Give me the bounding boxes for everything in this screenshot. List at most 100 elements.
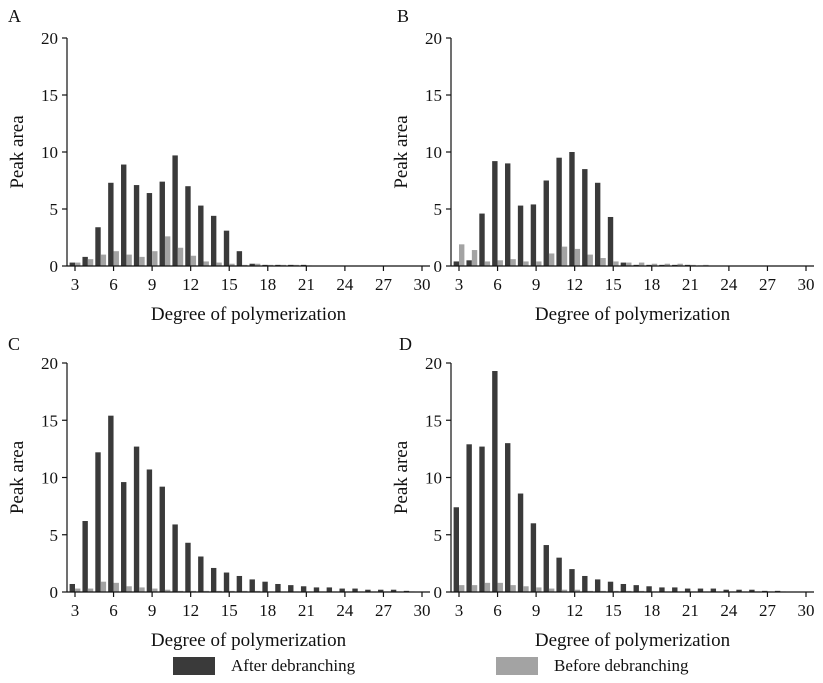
x-tick-label: 18: [643, 601, 660, 620]
bar-after: [659, 587, 665, 592]
bar-before: [548, 588, 555, 592]
x-tick-label: 30: [414, 275, 431, 294]
bar-after: [749, 589, 755, 592]
y-tick-label: 15: [41, 86, 58, 105]
bar-before: [613, 261, 619, 266]
bar-after: [236, 251, 243, 266]
bar-before: [574, 248, 581, 266]
y-tick-label: 20: [425, 354, 442, 373]
bar-after: [582, 575, 588, 592]
bar-after: [684, 588, 691, 592]
x-axis-title: Degree of polymerization: [151, 630, 347, 651]
legend-label-after: After debranching: [231, 656, 356, 675]
bar-before: [548, 253, 555, 266]
x-tick-label: 12: [182, 601, 199, 620]
bar-after: [121, 482, 127, 592]
bar-before: [587, 254, 593, 266]
bar-after: [236, 575, 243, 592]
x-tick-label: 27: [375, 275, 393, 294]
bar-after: [108, 182, 114, 266]
x-tick-label: 15: [221, 601, 238, 620]
bar-after: [556, 557, 562, 592]
bar-after: [607, 216, 614, 266]
bar-after: [723, 589, 729, 592]
bar-after: [453, 261, 459, 266]
bar-before: [600, 258, 606, 266]
x-tick-label: 24: [336, 275, 354, 294]
bar-before: [638, 262, 645, 266]
bar-after: [313, 587, 320, 592]
bar-after: [95, 227, 101, 266]
y-tick-label: 20: [425, 29, 442, 48]
bar-before: [254, 263, 261, 266]
y-axis-title: Peak area: [7, 440, 28, 514]
bar-after: [569, 569, 575, 592]
bar-before: [113, 251, 119, 266]
bar-after: [275, 583, 281, 592]
y-tick-label: 5: [50, 200, 59, 219]
y-tick-label: 10: [425, 143, 442, 162]
bar-after: [249, 579, 255, 592]
bar-before: [203, 261, 209, 266]
bar-after: [736, 589, 742, 592]
x-tick-label: 30: [798, 601, 815, 620]
bar-after: [326, 587, 333, 592]
bar-before: [139, 256, 145, 266]
bar-before: [561, 589, 568, 592]
bar-before: [164, 589, 171, 592]
x-tick-label: 18: [259, 601, 276, 620]
x-tick-label: 27: [375, 601, 393, 620]
bar-before: [229, 263, 235, 266]
x-axis-title: Degree of polymerization: [151, 304, 347, 325]
x-axis-title: Degree of polymerization: [535, 630, 731, 651]
bar-before: [510, 585, 516, 592]
bar-before: [471, 585, 478, 592]
x-tick-label: 21: [298, 275, 315, 294]
bar-after: [517, 493, 524, 592]
bar-before: [510, 259, 516, 266]
bar-after: [582, 169, 588, 266]
y-tick-label: 15: [425, 411, 442, 430]
bar-after: [339, 588, 345, 592]
bar-after: [466, 444, 472, 592]
x-tick-label: 15: [221, 275, 238, 294]
bar-before: [87, 588, 94, 592]
bar-after: [69, 583, 75, 592]
x-tick-label: 6: [493, 275, 502, 294]
bar-after: [620, 262, 627, 266]
bar-after: [185, 186, 191, 266]
bar-before: [459, 244, 465, 266]
y-tick-label: 5: [434, 200, 443, 219]
panel-label: D: [399, 334, 412, 354]
y-tick-label: 15: [425, 86, 442, 105]
chart-panel-c: C 0 5 10 15 20 3 6 9 12 15 18 21 24 27 30 Degree of poly…: [7, 334, 431, 651]
y-axis-title: Peak area: [7, 115, 28, 189]
bar-after: [133, 185, 140, 266]
x-tick-label: 15: [605, 601, 622, 620]
bar-after: [633, 585, 639, 592]
bar-after: [453, 507, 459, 592]
x-tick-label: 3: [71, 601, 80, 620]
y-tick-label: 5: [434, 526, 443, 545]
bar-before: [574, 589, 581, 592]
bar-after: [390, 589, 397, 592]
x-tick-label: 30: [798, 275, 815, 294]
bar-after: [492, 371, 498, 592]
y-tick-label: 5: [50, 526, 59, 545]
chart-panel-d: D 0 5 10 15 20 3 6 9 12 15 18 21 24 27 30 Degree of poly…: [391, 334, 815, 651]
panel-label: B: [397, 6, 409, 26]
bar-after: [210, 567, 217, 592]
x-tick-label: 12: [566, 601, 583, 620]
x-tick-label: 21: [298, 601, 315, 620]
legend-label-before: Before debranching: [554, 656, 689, 675]
bar-before: [523, 261, 529, 266]
x-tick-label: 27: [759, 275, 777, 294]
x-tick-label: 6: [493, 601, 502, 620]
y-tick-label: 20: [41, 29, 58, 48]
bar-before: [459, 585, 465, 592]
bar-before: [471, 250, 478, 266]
y-tick-label: 10: [41, 143, 58, 162]
bar-before: [484, 582, 491, 592]
bar-before: [651, 263, 658, 266]
